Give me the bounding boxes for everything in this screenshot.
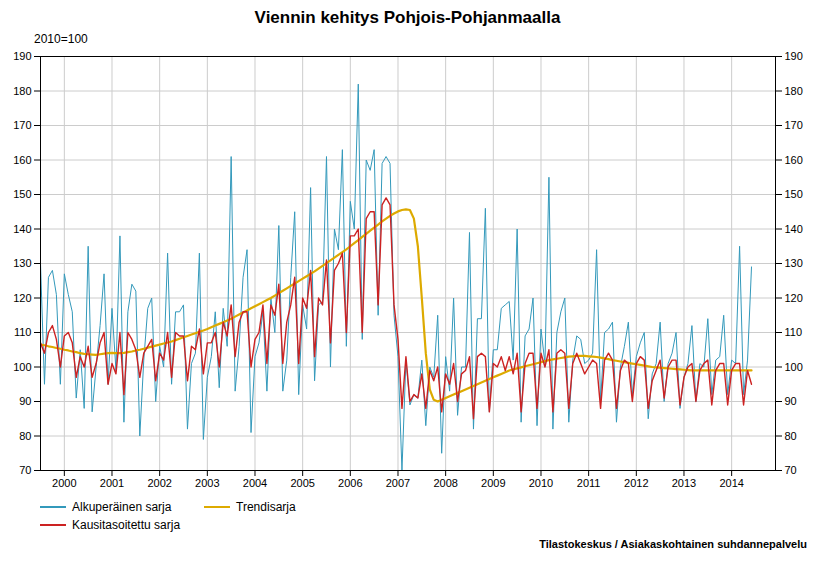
svg-text:2000: 2000 bbox=[52, 477, 76, 489]
svg-text:2002: 2002 bbox=[147, 477, 171, 489]
svg-text:2012: 2012 bbox=[624, 477, 648, 489]
svg-text:70: 70 bbox=[785, 464, 797, 476]
svg-text:120: 120 bbox=[785, 292, 803, 304]
svg-text:2014: 2014 bbox=[719, 477, 743, 489]
svg-text:180: 180 bbox=[785, 85, 803, 97]
svg-text:2009: 2009 bbox=[481, 477, 505, 489]
svg-text:2005: 2005 bbox=[290, 477, 314, 489]
html-text:Viennin kehitys Pohjois-Pohjan: Viennin kehitys Pohjois-Pohjanmaalla bbox=[254, 8, 561, 27]
html-text:Kausitasoitettu sarja: Kausitasoitettu sarja bbox=[72, 518, 181, 532]
svg-text:110: 110 bbox=[785, 326, 803, 338]
svg-text:180: 180 bbox=[13, 85, 31, 97]
svg-text:120: 120 bbox=[13, 292, 31, 304]
svg-text:170: 170 bbox=[785, 119, 803, 131]
html-text:Tilastokeskus / Asiakaskohtain: Tilastokeskus / Asiakaskohtainen suhdann… bbox=[539, 538, 807, 550]
html-text:Trendisarja: Trendisarja bbox=[236, 500, 296, 514]
svg-text:150: 150 bbox=[785, 188, 803, 200]
svg-text:130: 130 bbox=[785, 257, 803, 269]
svg-text:2008: 2008 bbox=[433, 477, 457, 489]
svg-text:2011: 2011 bbox=[577, 477, 601, 489]
svg-text:2013: 2013 bbox=[672, 477, 696, 489]
svg-text:190: 190 bbox=[785, 50, 803, 62]
html-text:Alkuperäinen sarja: Alkuperäinen sarja bbox=[72, 500, 172, 514]
svg-text:2003: 2003 bbox=[195, 477, 219, 489]
svg-text:80: 80 bbox=[19, 430, 31, 442]
svg-text:110: 110 bbox=[14, 326, 32, 338]
svg-text:2010: 2010 bbox=[529, 477, 553, 489]
svg-text:160: 160 bbox=[785, 154, 803, 166]
svg-text:190: 190 bbox=[13, 50, 31, 62]
svg-text:70: 70 bbox=[19, 464, 31, 476]
svg-text:170: 170 bbox=[13, 119, 31, 131]
svg-text:2007: 2007 bbox=[386, 477, 410, 489]
svg-text:100: 100 bbox=[13, 361, 31, 373]
svg-text:2001: 2001 bbox=[100, 477, 124, 489]
svg-text:140: 140 bbox=[785, 223, 803, 235]
svg-text:90: 90 bbox=[19, 395, 31, 407]
svg-text:2004: 2004 bbox=[243, 477, 267, 489]
svg-text:130: 130 bbox=[13, 257, 31, 269]
html-text:2010=100: 2010=100 bbox=[34, 32, 88, 46]
svg-text:2006: 2006 bbox=[338, 477, 362, 489]
svg-text:90: 90 bbox=[785, 395, 797, 407]
svg-text:140: 140 bbox=[13, 223, 31, 235]
svg-text:80: 80 bbox=[785, 430, 797, 442]
svg-text:100: 100 bbox=[785, 361, 803, 373]
svg-text:150: 150 bbox=[13, 188, 31, 200]
svg-text:160: 160 bbox=[13, 154, 31, 166]
